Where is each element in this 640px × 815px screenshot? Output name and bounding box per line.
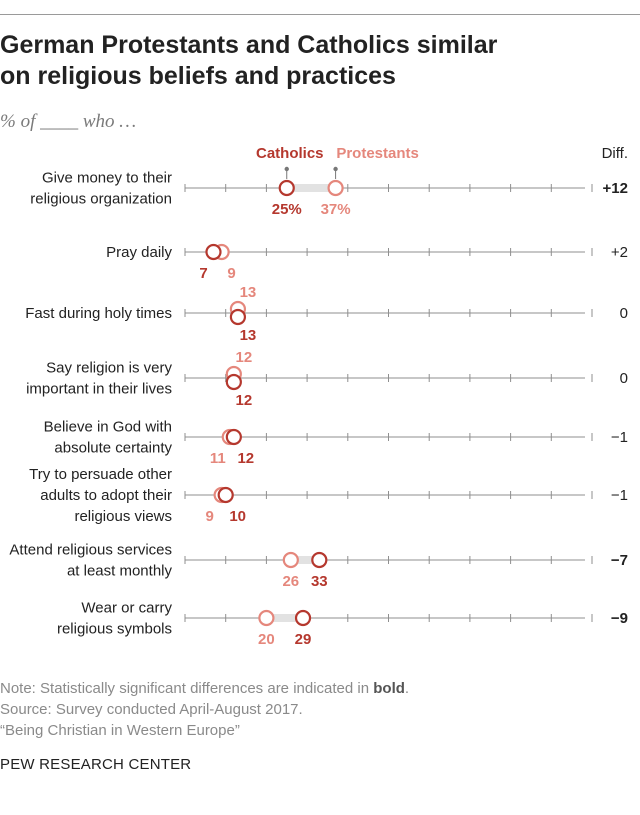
protestant-value-label: 20	[258, 631, 275, 648]
catholic-dot	[217, 486, 234, 504]
row-label: religious views	[74, 508, 172, 525]
title-line-2: on religious beliefs and practices	[0, 62, 396, 90]
title-line-1: German Protestants and Catholics similar	[0, 31, 498, 59]
protestant-value-label: 13	[240, 284, 257, 301]
protestant-dot	[282, 551, 299, 569]
diff-value: +2	[611, 244, 628, 261]
catholic-value-label: 7	[199, 265, 207, 282]
protestant-value-label: 9	[205, 508, 213, 525]
chart-title: German Protestants and Catholics similar…	[0, 30, 620, 92]
protestant-dot	[258, 609, 275, 627]
diff-value: −9	[611, 610, 628, 627]
diff-value: 0	[620, 370, 628, 387]
diff-value: −1	[611, 429, 628, 446]
connector-bar	[290, 556, 320, 564]
catholic-value-label: 13	[240, 327, 257, 344]
row-label: Believe in God with	[44, 419, 172, 436]
legend-protestants: Protestants	[336, 145, 419, 162]
source-line: Source: Survey conducted April-August 20…	[0, 701, 303, 718]
diff-value: 0	[620, 305, 628, 322]
row-label: Say religion is very	[46, 360, 172, 377]
catholic-value-label: 10	[229, 508, 246, 525]
row-label: Give money to their	[42, 170, 172, 187]
top-rule	[0, 14, 640, 15]
catholic-dot	[278, 179, 295, 197]
catholic-value-label: 12	[237, 450, 254, 467]
legend-pointer-dot-catholics	[284, 166, 289, 172]
dot-plot-chart: Catholics Protestants Diff. Give money to t…	[9, 145, 628, 648]
catholic-dot	[311, 551, 328, 569]
protestant-value-label: 11	[210, 450, 226, 467]
row-label: important in their lives	[26, 381, 172, 398]
row-label: Attend religious services	[9, 542, 172, 559]
row-label: religious symbols	[57, 621, 172, 638]
catholic-dot	[229, 308, 247, 326]
organization-name: PEW RESEARCH CENTER	[0, 756, 192, 773]
protestant-dot	[327, 179, 344, 197]
legend-catholics: Catholics	[256, 145, 324, 162]
protestant-value-label: 26	[282, 573, 299, 590]
row-label: absolute certainty	[54, 440, 172, 457]
legend-diff-header: Diff.	[602, 145, 628, 162]
catholic-dot	[205, 243, 222, 261]
catholic-value-label: 12	[235, 392, 252, 409]
row-label: Try to persuade other	[29, 466, 172, 483]
protestant-value-label: 9	[227, 265, 235, 282]
catholic-dot	[294, 609, 312, 627]
chart-subtitle: % of ____ who …	[0, 111, 137, 132]
catholic-value-label: 33	[311, 573, 328, 590]
note-bold-word: bold	[373, 680, 405, 697]
row-label: Fast during holy times	[25, 305, 172, 322]
protestant-value-label: 37%	[321, 201, 351, 218]
diff-value: −1	[611, 487, 628, 504]
connector-bar	[286, 184, 336, 192]
catholic-value-label: 25%	[272, 201, 302, 218]
note-prefix: Note: Statistically significant differen…	[0, 680, 374, 697]
note-line: Note: Statistically significant differen…	[0, 678, 409, 699]
catholic-dot	[225, 428, 242, 446]
catholic-value-label: 29	[295, 631, 312, 648]
connector-bar	[266, 614, 304, 622]
notes-block: Note: Statistically significant differen…	[0, 678, 409, 741]
report-line: “Being Christian in Western Europe”	[0, 722, 240, 739]
legend-pointer-dot-protestants	[333, 166, 338, 172]
diff-value: −7	[611, 552, 628, 569]
row-label: religious organization	[30, 191, 172, 208]
row-label: Wear or carry	[81, 600, 172, 617]
diff-value: +12	[603, 180, 628, 197]
row-label: Pray daily	[106, 244, 172, 261]
row-label: adults to adopt their	[40, 487, 172, 504]
row-label: at least monthly	[67, 563, 173, 580]
protestant-value-label: 12	[235, 349, 252, 366]
note-suffix: .	[404, 680, 410, 697]
catholic-dot	[225, 373, 242, 391]
